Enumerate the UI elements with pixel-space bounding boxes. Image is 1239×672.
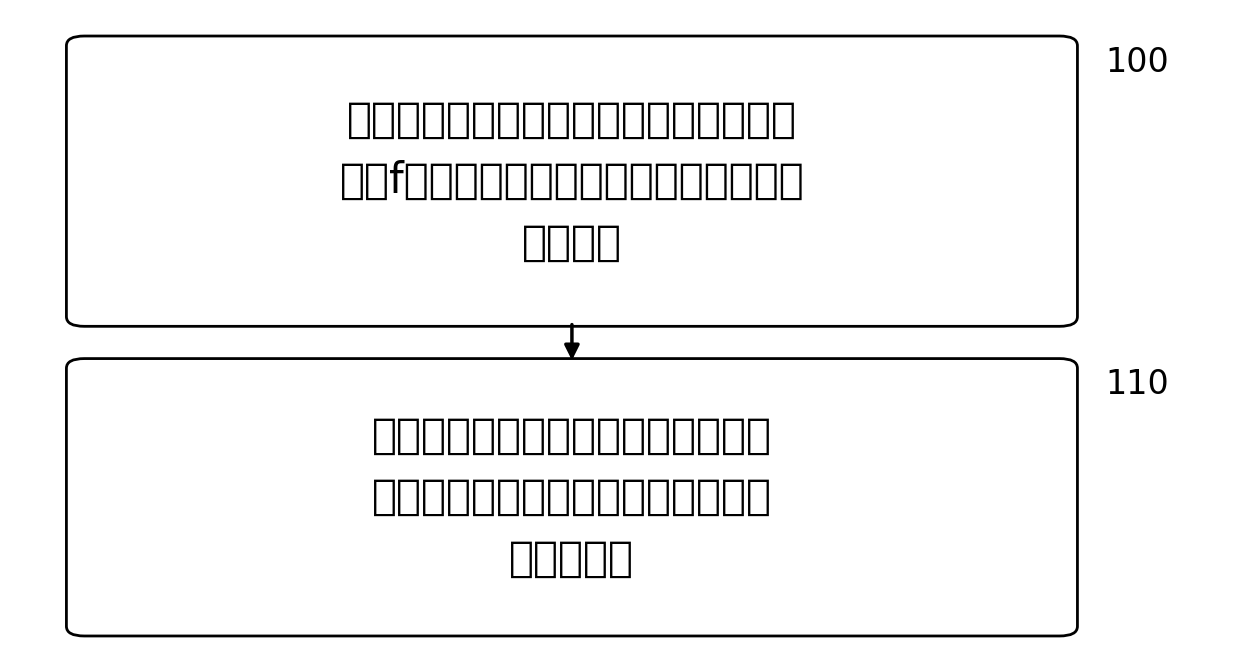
Text: 容值计算步骤，根据电容功率和直流
母线电容上的电压，来计算直流母线
电容的容值: 容值计算步骤，根据电容功率和直流 母线电容上的电压，来计算直流母线 电容的容值 bbox=[372, 415, 772, 580]
FancyBboxPatch shape bbox=[67, 36, 1078, 327]
Text: 110: 110 bbox=[1105, 368, 1168, 401]
Text: 参数测量步骤，测量流过直流母线电容的
两倍f频率分量的电容功率和直流母线电容
上的电压: 参数测量步骤，测量流过直流母线电容的 两倍f频率分量的电容功率和直流母线电容 上… bbox=[339, 98, 804, 264]
Text: 100: 100 bbox=[1105, 46, 1168, 79]
FancyBboxPatch shape bbox=[67, 359, 1078, 636]
